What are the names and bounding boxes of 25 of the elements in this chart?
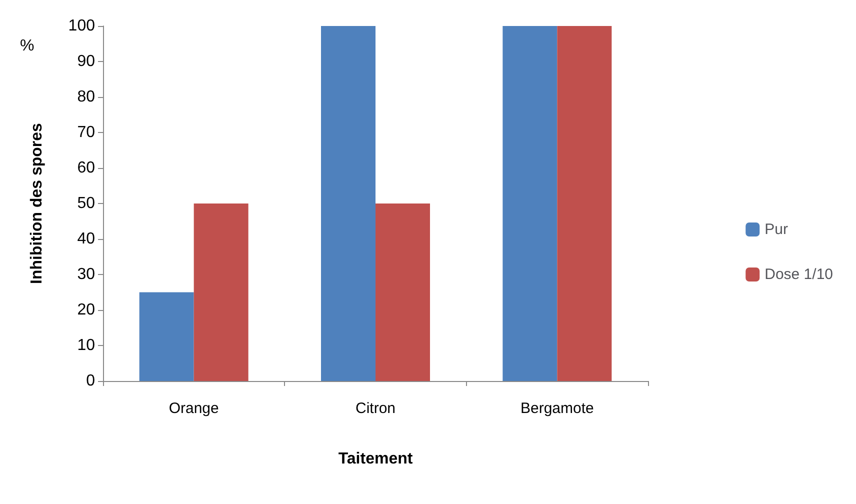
bar: [194, 204, 248, 381]
y-tick-label: 20: [77, 302, 96, 318]
y-tick-label: 50: [77, 195, 96, 212]
y-tick-label: 10: [77, 337, 96, 354]
y-tick-label: 0: [86, 372, 96, 390]
legend-label: Pur: [764, 221, 788, 238]
y-tick-label: 100: [68, 18, 96, 34]
y-tick-label: 90: [77, 53, 96, 70]
legend-label: Dose 1/10: [764, 266, 834, 283]
y-axis-title: Inhibition des spores: [28, 122, 46, 284]
bar: [321, 26, 376, 381]
x-tick-label: Orange: [168, 400, 219, 417]
y-tick-label: 60: [77, 160, 96, 176]
x-tick-label: Bergamote: [520, 400, 594, 417]
x-tick-label: Citron: [355, 400, 396, 417]
y-tick-label: 30: [77, 266, 96, 283]
y-tick-label: 40: [77, 230, 96, 248]
y-tick-label: 80: [77, 88, 96, 106]
x-axis-title: Taitement: [338, 450, 414, 468]
bar: [502, 26, 558, 381]
text: %: [20, 38, 34, 54]
y-tick-label: 70: [77, 124, 96, 141]
bar: [376, 204, 430, 381]
bar: [557, 26, 612, 381]
bar: [139, 292, 194, 381]
